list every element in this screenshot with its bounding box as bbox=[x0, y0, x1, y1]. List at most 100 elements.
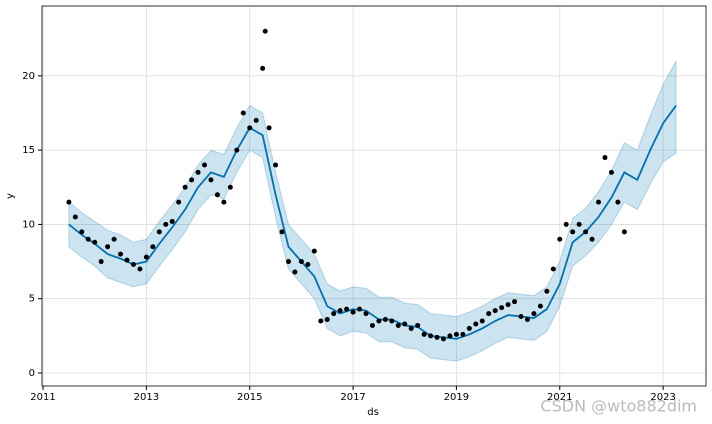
observed-point bbox=[240, 110, 246, 116]
observed-point bbox=[105, 244, 111, 250]
observed-point bbox=[376, 318, 382, 324]
observed-point bbox=[350, 309, 356, 315]
observed-point bbox=[92, 239, 98, 245]
observed-point bbox=[298, 259, 304, 265]
observed-point bbox=[402, 321, 408, 327]
observed-point bbox=[279, 229, 285, 235]
observed-point bbox=[189, 177, 195, 183]
observed-point bbox=[169, 218, 175, 224]
observed-point bbox=[337, 308, 343, 314]
forecast-line bbox=[68, 105, 677, 340]
observed-point bbox=[72, 214, 78, 220]
observed-point bbox=[512, 299, 518, 305]
observed-point bbox=[260, 65, 266, 71]
x-tick-label: 2023 bbox=[650, 392, 675, 403]
observed-point bbox=[441, 336, 447, 342]
observed-point bbox=[608, 169, 614, 175]
observed-point bbox=[311, 248, 317, 254]
observed-point bbox=[576, 221, 582, 227]
observed-point bbox=[473, 321, 479, 327]
observed-point bbox=[182, 184, 188, 190]
observed-point bbox=[537, 303, 543, 309]
observed-point bbox=[273, 162, 279, 168]
observed-point bbox=[544, 288, 550, 294]
observed-point bbox=[408, 325, 414, 331]
observed-point bbox=[466, 325, 472, 331]
observed-point bbox=[428, 333, 434, 339]
observed-point bbox=[247, 125, 253, 131]
observed-point bbox=[111, 236, 117, 242]
observed-point bbox=[570, 229, 576, 235]
observed-point bbox=[130, 262, 136, 268]
observed-point bbox=[331, 311, 337, 317]
observed-point bbox=[118, 251, 124, 257]
observed-point bbox=[421, 331, 427, 337]
observed-point bbox=[479, 318, 485, 324]
observed-point bbox=[589, 236, 595, 242]
observed-point bbox=[285, 259, 291, 265]
observed-point bbox=[195, 169, 201, 175]
observed-point bbox=[563, 221, 569, 227]
observed-point bbox=[266, 125, 272, 131]
observed-point bbox=[344, 306, 350, 312]
x-tick-label: 2011 bbox=[30, 392, 55, 403]
observed-point bbox=[214, 192, 220, 198]
observed-point bbox=[415, 322, 421, 328]
observed-point bbox=[305, 262, 311, 268]
y-tick-label: 5 bbox=[29, 294, 35, 305]
observed-point bbox=[486, 311, 492, 317]
observed-point bbox=[262, 28, 268, 34]
observed-point bbox=[79, 229, 85, 235]
observed-point bbox=[382, 317, 388, 323]
observed-point bbox=[447, 333, 453, 339]
observed-point bbox=[531, 311, 537, 317]
observed-point bbox=[324, 317, 330, 323]
observed-point bbox=[208, 177, 214, 183]
x-tick-label: 2013 bbox=[134, 392, 159, 403]
observed-point bbox=[137, 266, 143, 272]
plot-frame bbox=[41, 5, 707, 387]
observed-point bbox=[227, 184, 233, 190]
observed-point bbox=[253, 117, 259, 123]
x-tick-label: 2019 bbox=[444, 392, 469, 403]
observed-point bbox=[524, 317, 530, 323]
observed-point bbox=[453, 331, 459, 337]
observed-point bbox=[143, 254, 149, 260]
observed-point bbox=[163, 221, 169, 227]
observed-point bbox=[550, 266, 556, 272]
observed-point bbox=[369, 322, 375, 328]
watermark: CSDN @wto882dim bbox=[540, 397, 697, 416]
y-axis-label: y bbox=[5, 193, 16, 199]
y-tick-label: 0 bbox=[29, 368, 35, 379]
observed-point bbox=[124, 257, 130, 263]
observed-point bbox=[583, 229, 589, 235]
observed-point bbox=[221, 199, 227, 205]
observed-point bbox=[395, 322, 401, 328]
y-tick-label: 15 bbox=[22, 145, 35, 156]
observed-point bbox=[460, 331, 466, 337]
observed-point bbox=[363, 311, 369, 317]
observed-point bbox=[621, 229, 627, 235]
observed-point bbox=[615, 199, 621, 205]
x-axis-label: ds bbox=[367, 407, 379, 418]
observed-point bbox=[318, 318, 324, 324]
observed-point bbox=[202, 162, 208, 168]
observed-point bbox=[434, 334, 440, 340]
observed-point bbox=[66, 199, 72, 205]
observed-point bbox=[85, 236, 91, 242]
observed-point bbox=[150, 244, 156, 250]
observed-point bbox=[389, 318, 395, 324]
observed-point bbox=[557, 236, 563, 242]
observed-point bbox=[156, 229, 162, 235]
observed-point bbox=[596, 199, 602, 205]
observed-point bbox=[518, 314, 524, 320]
observed-point bbox=[499, 305, 505, 311]
x-tick-label: 2021 bbox=[547, 392, 572, 403]
observed-point bbox=[357, 306, 363, 312]
y-tick-label: 20 bbox=[22, 71, 35, 82]
observed-point bbox=[602, 155, 608, 161]
x-tick-label: 2017 bbox=[340, 392, 365, 403]
x-tick-label: 2015 bbox=[237, 392, 262, 403]
observed-point bbox=[292, 269, 298, 275]
